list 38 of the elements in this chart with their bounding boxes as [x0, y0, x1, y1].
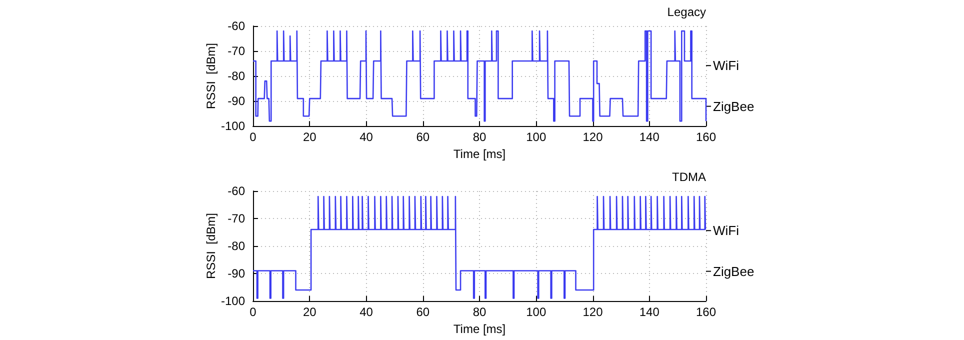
- x-tick-label: 60: [416, 305, 430, 319]
- x-axis-title: Time [ms]: [453, 322, 506, 336]
- x-tick-label: 140: [639, 130, 660, 144]
- y-tick-label: -100: [220, 119, 246, 134]
- text: WiFi: [713, 58, 740, 74]
- x-tick-label: 80: [472, 305, 486, 319]
- x-tick-label: 0: [250, 305, 257, 319]
- x-tick-label: 20: [302, 305, 317, 319]
- y-tick-label: -100: [220, 294, 246, 308]
- y-tick-label: -90: [228, 266, 246, 280]
- y-tick-label: -60: [228, 184, 246, 198]
- y-tick-label: -70: [228, 44, 246, 58]
- x-tick-label: 40: [360, 130, 374, 144]
- x-axis-title: Time [ms]: [453, 147, 506, 161]
- text: ZigBee: [713, 98, 754, 114]
- y-tick-label: -60: [228, 19, 246, 33]
- x-tick-label: 100: [526, 130, 546, 144]
- text: WiFi: [713, 223, 740, 238]
- x-tick-label: 160: [696, 130, 716, 144]
- x-tick-label: 40: [360, 305, 374, 319]
- x-tick-label: 140: [639, 305, 660, 319]
- y-axis-title: RSSI [dBm]: [204, 43, 218, 110]
- x-tick-label: 80: [472, 130, 486, 144]
- x-tick-label: 60: [416, 130, 430, 144]
- y-tick-label: -90: [228, 94, 246, 108]
- chart-title: Legacy: [667, 5, 706, 19]
- text: ZigBee: [713, 264, 754, 279]
- x-tick-label: 100: [526, 305, 546, 319]
- x-tick-label: 160: [696, 305, 716, 319]
- chart-title: TDMA: [672, 170, 706, 184]
- y-tick-label: -70: [228, 212, 246, 226]
- y-tick-label: -80: [228, 239, 246, 253]
- x-tick-label: 120: [582, 130, 604, 144]
- y-axis-title: RSSI [dBm]: [204, 212, 218, 280]
- y-tick-label: -80: [228, 69, 246, 84]
- x-tick-label: 120: [582, 305, 604, 319]
- x-tick-label: 20: [302, 130, 317, 144]
- x-tick-label: 0: [250, 130, 257, 144]
